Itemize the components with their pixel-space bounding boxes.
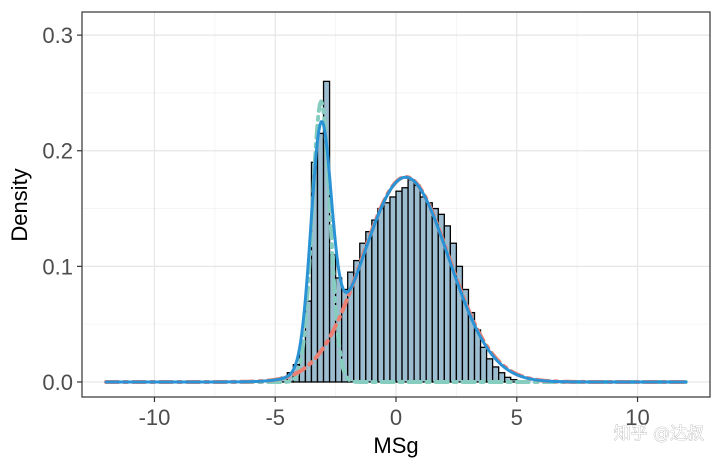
histogram-bar: [419, 196, 427, 383]
y-axis: 0.0 0.1 0.2 0.3: [42, 23, 82, 395]
x-tick-label: 5: [511, 405, 523, 430]
histogram-bar: [395, 190, 403, 383]
y-tick-label: 0.2: [42, 139, 73, 164]
x-tick-label: 0: [390, 405, 402, 430]
histogram-bar: [365, 231, 373, 383]
histogram-bar: [491, 366, 500, 383]
histogram-bar: [389, 196, 397, 383]
y-axis-title: Density: [7, 168, 32, 241]
histogram-bar: [425, 202, 433, 383]
histogram-bar: [401, 187, 409, 383]
x-tick-label: -5: [265, 405, 285, 430]
histogram-bar: [371, 219, 379, 383]
x-tick-label: -10: [139, 405, 171, 430]
y-tick-label: 0.1: [42, 254, 73, 279]
density-curves: [104, 99, 688, 384]
x-axis: -10 -5 0 5 10: [139, 397, 650, 430]
histogram-bar: [383, 202, 391, 383]
x-axis-title: MSg: [373, 433, 418, 458]
y-tick-label: 0.3: [42, 23, 73, 48]
histogram-bar: [479, 346, 488, 383]
histogram-bar: [485, 358, 494, 383]
histogram-bar: [316, 132, 325, 383]
x-tick-label: 10: [625, 405, 649, 430]
watermark-text: 知乎 @达叔: [614, 424, 704, 444]
histogram-bar: [431, 207, 439, 383]
histogram-bar: [407, 178, 415, 383]
histogram-bar: [413, 184, 421, 383]
mixture-density-line: [104, 120, 688, 384]
y-tick-label: 0.0: [42, 370, 73, 395]
histogram-bar: [377, 207, 385, 383]
